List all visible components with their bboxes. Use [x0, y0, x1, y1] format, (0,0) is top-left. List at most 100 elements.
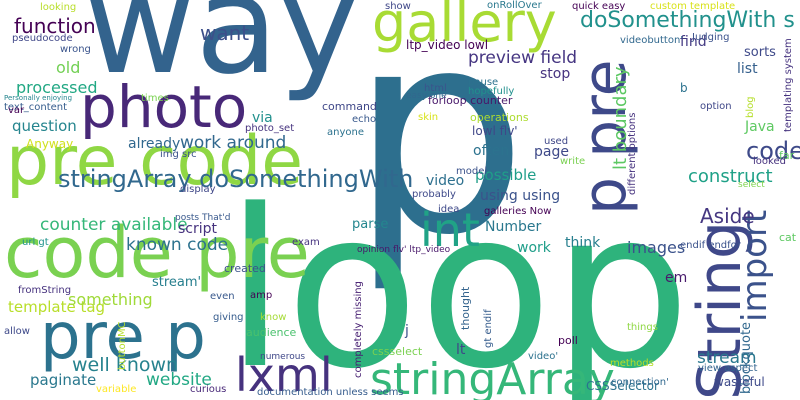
word: think: [565, 235, 601, 251]
word: url gt: [22, 237, 49, 248]
word: select: [738, 180, 765, 190]
word: html: [424, 83, 447, 94]
word: even: [210, 291, 235, 302]
word: well known: [72, 354, 179, 376]
word: wasteful: [714, 375, 765, 389]
word: pre code: [6, 122, 304, 201]
word: j: [405, 323, 409, 339]
word: things: [627, 322, 658, 333]
word: p: [350, 0, 528, 297]
word: video': [528, 351, 559, 362]
word: img src: [160, 149, 197, 160]
word: images: [627, 238, 686, 257]
word: photo: [80, 73, 248, 141]
word: find: [680, 34, 707, 50]
word: looking: [40, 2, 77, 13]
word: hopefully: [468, 86, 515, 97]
word: fromString: [18, 285, 72, 296]
word: looked: [753, 156, 786, 167]
word: via: [252, 110, 273, 126]
word: var: [8, 105, 25, 116]
word: numerous: [260, 352, 306, 362]
word: Judging: [692, 32, 730, 43]
word: video: [426, 173, 465, 189]
word: endif endfor: [680, 240, 741, 251]
word: anyone: [327, 127, 364, 138]
word: probably: [412, 189, 456, 200]
word: Aside: [700, 204, 755, 228]
word: galleries Now: [484, 206, 552, 217]
word: photo_set: [245, 123, 295, 134]
word: template tag: [8, 298, 106, 316]
word: operations: [470, 111, 529, 124]
word: thought: [459, 286, 472, 330]
word: lt: [456, 342, 466, 358]
word: preview field: [468, 48, 578, 68]
word: poll: [558, 334, 578, 347]
word: work around: [180, 133, 287, 153]
word: often: [473, 143, 510, 159]
word: parse: [352, 217, 389, 232]
word: used: [544, 136, 569, 147]
word: pause: [468, 77, 499, 88]
word: videobutton': [620, 35, 684, 46]
word: stream: [697, 348, 757, 368]
word: em: [665, 270, 688, 286]
word: way: [84, 0, 360, 105]
word: model: [456, 166, 488, 177]
word: completely missing: [353, 281, 364, 378]
word: construct: [688, 166, 773, 187]
word: quick easy: [572, 1, 626, 12]
word: CSSSelector: [586, 379, 659, 393]
word: templating system: [783, 38, 794, 132]
word: stringArray doSomethingWith: [58, 165, 414, 193]
word: something: [68, 290, 153, 309]
word: list: [737, 61, 758, 77]
word: know: [260, 312, 287, 323]
word: Java: [745, 119, 775, 135]
word: question: [12, 117, 77, 135]
word: want: [200, 21, 250, 45]
word: audience: [246, 326, 297, 339]
word: function: [14, 14, 96, 38]
word: Number: [485, 219, 542, 235]
word: gallery: [372, 0, 557, 54]
word: posts That'd: [175, 213, 231, 223]
word: amp: [250, 290, 273, 301]
word: old: [56, 58, 81, 77]
word: processed: [16, 78, 98, 97]
word: stop: [540, 66, 571, 82]
word: work: [517, 240, 551, 256]
word: forloop counter: [428, 94, 513, 107]
word: methods: [610, 358, 654, 369]
word: skin: [418, 112, 439, 123]
word: stream': [152, 275, 202, 290]
word: display: [180, 184, 216, 195]
word: stringArray: [370, 354, 615, 400]
word: created: [224, 262, 266, 275]
word: onRollOver: [487, 0, 542, 11]
word: idea: [438, 204, 460, 215]
word: counter available: [40, 215, 188, 235]
word: code: [746, 137, 800, 165]
word: connection': [611, 377, 669, 388]
word: option: [700, 101, 732, 112]
word: known code: [126, 235, 229, 255]
word: blog: [745, 96, 756, 118]
word: documentation unless seems: [257, 387, 404, 398]
word: times: [141, 93, 169, 104]
word: variable: [96, 384, 137, 395]
word: cssselect: [372, 345, 423, 358]
word: wrong: [60, 44, 91, 55]
word: script: [178, 221, 218, 237]
word: buttonMC: [117, 321, 128, 370]
word: website: [146, 370, 212, 390]
word: lxml: [235, 348, 333, 400]
word: echo: [352, 114, 377, 125]
word: pseudocode: [12, 33, 73, 44]
word: allow: [4, 326, 30, 337]
word: write: [560, 156, 586, 167]
word: show: [385, 1, 411, 12]
word: code pre: [4, 212, 310, 294]
